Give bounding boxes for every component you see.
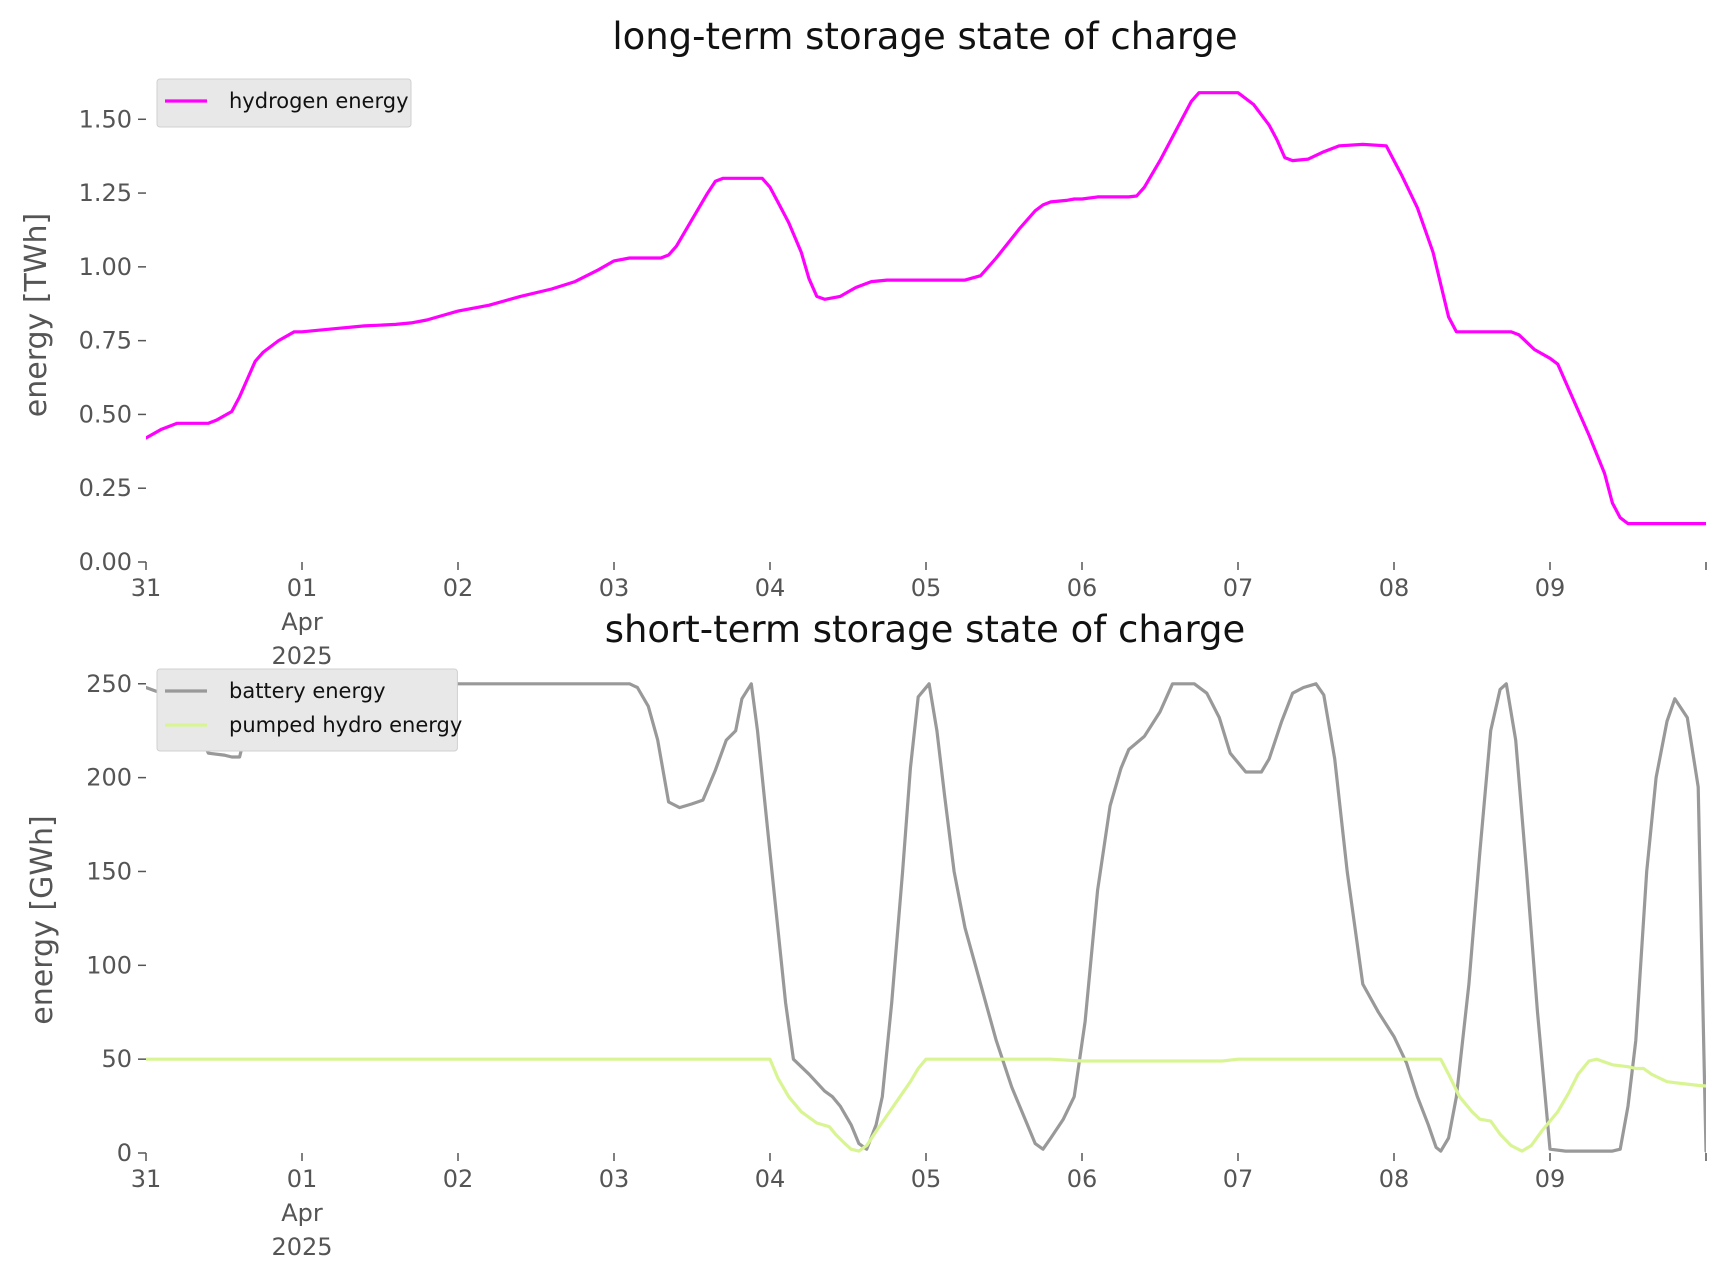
y-tick-label: 0.25 [79,474,132,502]
series-line-hydrogen-energy [146,91,1706,526]
plot-area [146,682,1706,1153]
axes: 0.00 0.25 0.50 0.75 1.00 1.25 1.50 31 01 Apr 2025 0… [79,105,1707,670]
legend-box [156,668,458,752]
y-tick-label: 150 [86,857,132,885]
legend-label: pumped hydro energy [229,713,462,737]
x-tick-label: 05 [911,1165,942,1193]
x-tick-label: 09 [1535,1165,1566,1193]
x-tick-label: 06 [1067,574,1098,602]
y-tick-label: 1.50 [79,105,132,133]
x-tick-label: 31 [131,1165,162,1193]
y-tick-label: 0.50 [79,400,132,428]
x-tick-label: 01 [287,1165,318,1193]
y-axis-label: energy [TWh] [19,213,54,417]
legend-label: hydrogen energy [229,89,409,113]
series-line-pumped-hydro-energy [146,1057,1706,1153]
x-tick-label: 05 [911,574,942,602]
axes: 0 50 100 150 200 250 31 01 Apr 2025 02 03 04 05 06 07 08… [86,670,1707,1261]
legend-box [156,78,412,128]
short-term-storage-chart: short-term storage state of charge energ… [25,608,1707,1261]
y-tick-label: 1.25 [79,179,132,207]
x-tick-label: 31 [131,574,162,602]
x-tick-label: 2025 [271,1233,332,1261]
x-tick-label: 03 [599,574,630,602]
x-tick-label: 2025 [271,642,332,670]
series-line-battery-energy [146,682,1706,1153]
x-tick-label: 04 [755,1165,786,1193]
x-tick-label: 01 [287,574,318,602]
y-tick-label: 0.00 [79,548,132,576]
x-tick-label: 04 [755,574,786,602]
x-tick-label: 02 [443,574,474,602]
legend[interactable]: battery energy pumped hydro energy [156,668,462,752]
y-tick-label: 100 [86,951,132,979]
y-tick-label: 0.75 [79,327,132,355]
x-tick-label: 08 [1379,1165,1410,1193]
y-tick-label: 200 [86,764,132,792]
chart-title: long-term storage state of charge [612,15,1237,58]
x-tick-label: 07 [1223,1165,1254,1193]
x-tick-label: 03 [599,1165,630,1193]
y-tick-label: 50 [101,1045,132,1073]
y-tick-label: 250 [86,670,132,698]
x-tick-label: 06 [1067,1165,1098,1193]
legend-label: battery energy [229,679,386,703]
x-tick-label: 08 [1379,574,1410,602]
legend[interactable]: hydrogen energy [156,78,412,128]
long-term-storage-chart: long-term storage state of charge energy… [19,15,1707,670]
chart-title: short-term storage state of charge [605,608,1246,651]
x-tick-label: Apr [281,608,323,636]
x-tick-label: Apr [281,1199,323,1227]
plot-area [146,91,1706,526]
y-tick-label: 0 [117,1139,132,1167]
y-axis-label: energy [GWh] [25,815,60,1024]
y-tick-label: 1.00 [79,253,132,281]
x-tick-label: 09 [1535,574,1566,602]
x-tick-label: 07 [1223,574,1254,602]
x-tick-label: 02 [443,1165,474,1193]
